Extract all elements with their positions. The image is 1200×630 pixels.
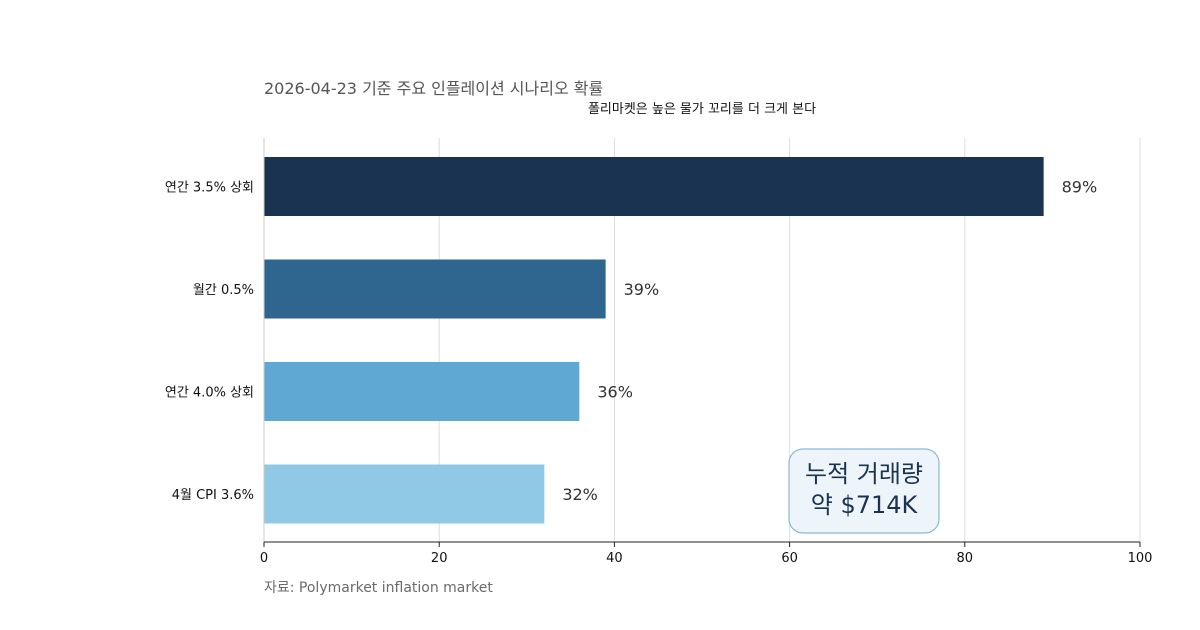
bar-2: [264, 362, 580, 421]
value-label-0: 89%: [1062, 178, 1098, 197]
chart-title: 2026-04-23 기준 주요 인플레이션 시나리오 확률: [264, 79, 603, 98]
bar-1: [264, 259, 606, 319]
annotation-box: [788, 448, 940, 534]
x-tick-label-60: 60: [781, 551, 798, 566]
category-label-2: 연간 4.0% 상회: [165, 386, 254, 401]
x-tick-label-100: 100: [1128, 551, 1153, 566]
source-note: 자료: Polymarket inflation market: [264, 580, 493, 596]
category-label-3: 4월 CPI 3.6%: [172, 488, 254, 503]
volume-annotation: 누적 거래량 약 $714K: [788, 448, 940, 534]
bar-3: [264, 464, 545, 524]
axes: 0 20 40 60 80 100: [260, 138, 1153, 566]
category-label-0: 연간 3.5% 상회: [165, 181, 254, 196]
value-label-2: 36%: [597, 383, 633, 402]
x-tick-label-40: 40: [606, 551, 623, 566]
annotation-line-1: 누적 거래량: [805, 460, 923, 488]
annotation-line-2: 약 $714K: [811, 491, 919, 519]
bars: 연간 3.5% 상회 89% 월간 0.5% 39% 연간 4.0% 상회 36% 4월 C…: [165, 157, 1097, 524]
chart-subtitle: 폴리마켓은 높은 물가 꼬리를 더 크게 본다: [588, 102, 816, 117]
x-tick-label-80: 80: [957, 551, 974, 566]
bar-0: [264, 157, 1044, 216]
x-tick-label-0: 0: [260, 551, 268, 566]
category-label-1: 월간 0.5%: [193, 283, 254, 298]
value-label-1: 39%: [624, 280, 660, 299]
value-label-3: 32%: [562, 485, 598, 504]
x-tick-label-20: 20: [431, 551, 448, 566]
